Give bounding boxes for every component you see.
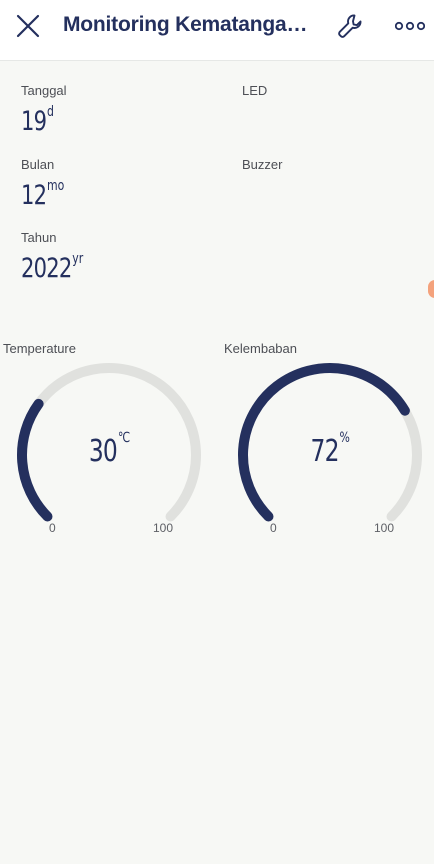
page-title: Monitoring Kematangan Buah [63,13,313,36]
side-widget-handle[interactable] [428,280,434,298]
tahun-value: 2022yr [21,251,84,284]
kelembaban-number: 72 [310,434,339,469]
temperature-unit: ℃ [117,430,130,446]
top-app-bar: Monitoring Kematangan Buah [0,0,434,61]
temperature-gauge-fill [17,398,53,522]
wrench-icon [338,14,362,38]
kelembaban-min-tick: 0 [270,521,277,535]
tanggal-number: 19 [21,106,47,137]
more-horizontal-icon [395,21,425,31]
temperature-min-tick: 0 [49,521,56,535]
close-button[interactable] [10,8,46,44]
close-icon [16,14,40,38]
kelembaban-gauge-fill [238,363,410,522]
kelembaban-unit: % [339,430,350,446]
bulan-number: 12 [21,180,47,211]
tanggal-value: 19d [21,104,54,137]
temperature-gauge: 30℃ 0 100 [9,362,209,542]
kelembaban-gauge-dial [238,363,422,522]
kelembaban-gauge: 72% 0 100 [230,362,430,542]
temperature-gauge-dial [17,363,201,522]
more-options-button[interactable] [393,8,427,44]
settings-button[interactable] [333,8,367,44]
tahun-unit: yr [72,251,84,267]
kelembaban-max-tick: 100 [374,521,395,535]
kelembaban-value: 72% [230,430,430,469]
bulan-label: Bulan [21,157,55,172]
tanggal-label: Tanggal [21,83,67,98]
tahun-label: Tahun [21,230,57,245]
temperature-number: 30 [88,434,117,469]
kelembaban-label: Kelembaban [224,341,297,356]
temperature-label: Temperature [3,341,76,356]
bulan-unit: mo [47,178,65,194]
led-label: LED [242,83,268,98]
tanggal-unit: d [47,104,54,120]
bulan-value: 12mo [21,178,65,211]
tahun-number: 2022 [21,253,72,284]
temperature-max-tick: 100 [153,521,174,535]
temperature-value: 30℃ [9,430,209,469]
buzzer-label: Buzzer [242,157,283,172]
